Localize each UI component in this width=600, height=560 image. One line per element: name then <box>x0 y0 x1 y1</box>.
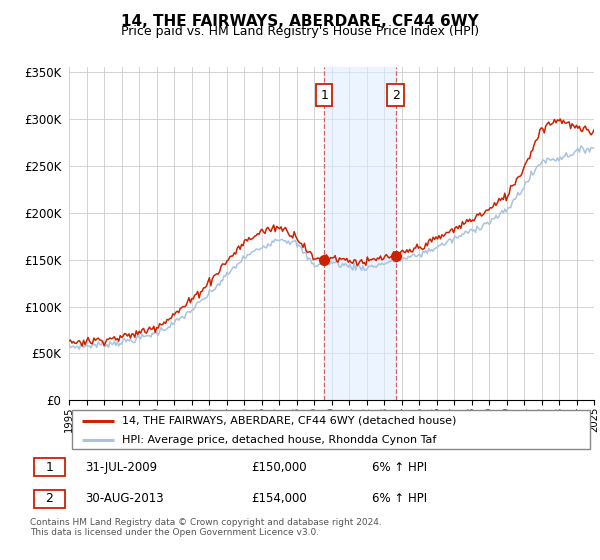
Text: 2: 2 <box>46 492 53 505</box>
Bar <box>324 67 396 400</box>
Text: 2: 2 <box>392 89 400 102</box>
Text: 6% ↑ HPI: 6% ↑ HPI <box>372 492 427 505</box>
Text: 1: 1 <box>320 89 328 102</box>
Text: 14, THE FAIRWAYS, ABERDARE, CF44 6WY: 14, THE FAIRWAYS, ABERDARE, CF44 6WY <box>121 14 479 29</box>
Text: 30-AUG-2013: 30-AUG-2013 <box>85 492 164 505</box>
FancyBboxPatch shape <box>34 458 65 476</box>
FancyBboxPatch shape <box>71 410 590 449</box>
Text: Price paid vs. HM Land Registry's House Price Index (HPI): Price paid vs. HM Land Registry's House … <box>121 25 479 38</box>
Text: HPI: Average price, detached house, Rhondda Cynon Taf: HPI: Average price, detached house, Rhon… <box>121 435 436 445</box>
Text: £150,000: £150,000 <box>251 461 307 474</box>
Text: £154,000: £154,000 <box>251 492 307 505</box>
Text: Contains HM Land Registry data © Crown copyright and database right 2024.
This d: Contains HM Land Registry data © Crown c… <box>30 518 382 538</box>
Text: 14, THE FAIRWAYS, ABERDARE, CF44 6WY (detached house): 14, THE FAIRWAYS, ABERDARE, CF44 6WY (de… <box>121 416 456 426</box>
FancyBboxPatch shape <box>34 490 65 508</box>
Text: 1: 1 <box>46 461 53 474</box>
Text: 31-JUL-2009: 31-JUL-2009 <box>85 461 157 474</box>
Text: 6% ↑ HPI: 6% ↑ HPI <box>372 461 427 474</box>
